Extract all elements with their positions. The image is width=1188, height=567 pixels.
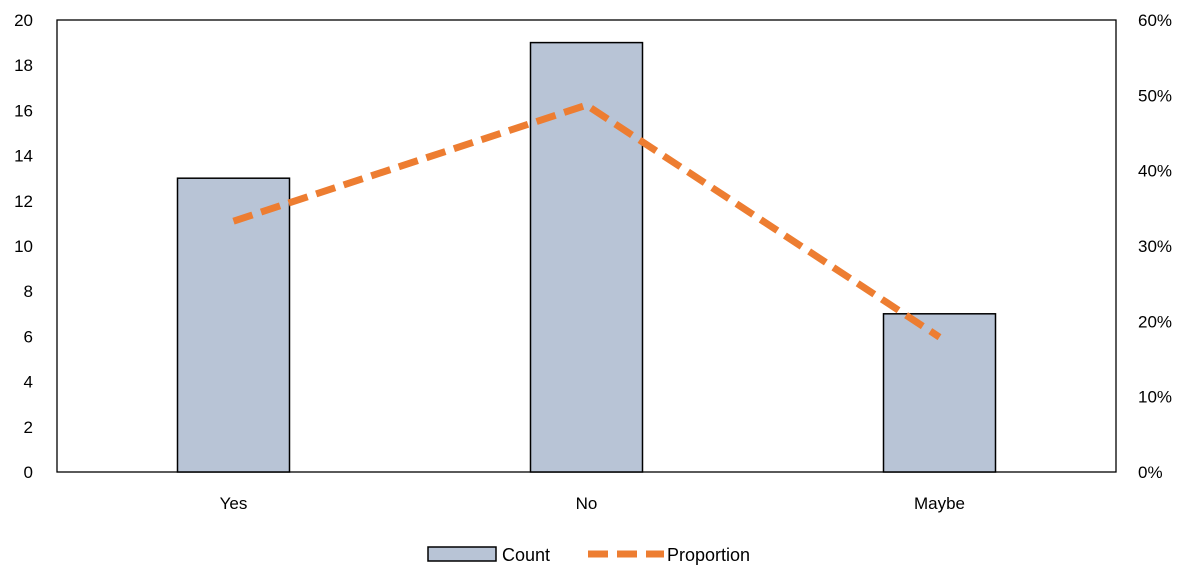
left-tick-label: 12 xyxy=(14,192,33,211)
x-axis-ticks: Yes No Maybe xyxy=(220,494,965,513)
right-tick-label: 20% xyxy=(1138,312,1172,331)
left-tick-label: 0 xyxy=(24,463,33,482)
bar xyxy=(529,41,644,473)
bar-series xyxy=(176,41,997,473)
legend: Count Proportion xyxy=(427,545,750,565)
right-tick-label: 30% xyxy=(1138,237,1172,256)
left-tick-label: 20 xyxy=(14,11,33,30)
legend-item-count: Count xyxy=(427,545,550,565)
right-tick-label: 50% xyxy=(1138,86,1172,105)
right-tick-label: 40% xyxy=(1138,162,1172,181)
right-tick-label: 60% xyxy=(1138,11,1172,30)
left-tick-label: 6 xyxy=(24,327,33,346)
x-tick-label: Yes xyxy=(220,494,248,513)
left-tick-label: 8 xyxy=(24,282,33,301)
left-tick-label: 16 xyxy=(14,101,33,120)
left-tick-label: 10 xyxy=(14,237,33,256)
right-tick-label: 10% xyxy=(1138,388,1172,407)
left-tick-label: 4 xyxy=(24,373,33,392)
x-tick-label: Maybe xyxy=(914,494,965,513)
legend-label-proportion: Proportion xyxy=(667,545,750,565)
legend-label-count: Count xyxy=(502,545,550,565)
left-tick-label: 18 xyxy=(14,56,33,75)
left-axis-ticks: 0 2 4 6 8 10 12 14 16 18 20 xyxy=(14,11,33,482)
legend-item-proportion: Proportion xyxy=(588,545,750,565)
right-axis-ticks: 0% 10% 20% 30% 40% 50% 60% xyxy=(1138,11,1172,482)
right-tick-label: 0% xyxy=(1138,463,1163,482)
left-tick-label: 14 xyxy=(14,147,33,166)
legend-swatch-count xyxy=(427,546,497,562)
bar xyxy=(176,177,291,473)
bar xyxy=(882,313,997,473)
line-series xyxy=(232,101,942,341)
x-tick-label: No xyxy=(576,494,598,513)
left-tick-label: 2 xyxy=(24,418,33,437)
proportion-line xyxy=(232,101,942,341)
